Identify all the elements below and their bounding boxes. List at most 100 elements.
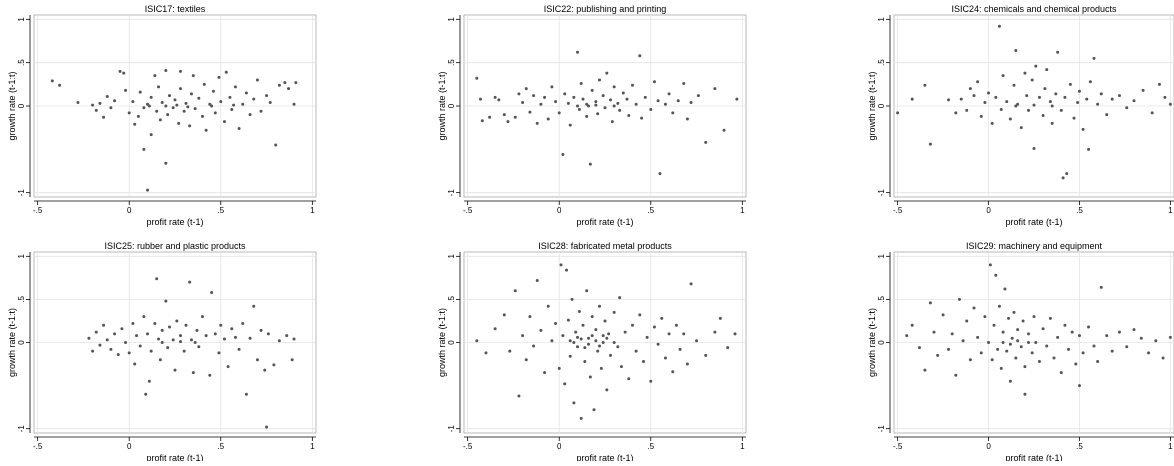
x-tick-label: -.5 xyxy=(463,206,473,215)
data-point xyxy=(1085,97,1089,101)
data-point xyxy=(1030,78,1034,82)
data-point xyxy=(1154,339,1158,343)
data-point xyxy=(153,322,157,326)
data-point xyxy=(638,313,642,317)
data-point xyxy=(539,102,543,106)
y-axis-label: growth rate (t-1:t) xyxy=(867,71,877,140)
data-point xyxy=(146,188,150,192)
x-tick-label: -.5 xyxy=(893,206,903,215)
panel-6: -.5 0 .5 1 -1 0 .5 1 ISIC29: machinery and equip… xyxy=(867,241,1174,463)
data-point xyxy=(671,111,675,115)
data-point xyxy=(149,95,153,99)
data-point xyxy=(565,268,569,272)
data-point xyxy=(1014,104,1018,108)
data-point xyxy=(173,368,177,372)
data-point xyxy=(928,142,932,146)
data-point xyxy=(202,82,206,86)
panel-3: -.5 0 .5 1 -1 0 .5 1 ISIC24: chemicals and chemi… xyxy=(867,4,1174,227)
data-point xyxy=(581,97,585,101)
data-point xyxy=(222,120,226,124)
data-point xyxy=(546,117,550,121)
data-point xyxy=(502,313,506,317)
data-point xyxy=(160,101,164,105)
data-point xyxy=(237,127,241,131)
data-point xyxy=(987,91,991,95)
data-point xyxy=(1141,88,1145,92)
panel-title: ISIC17: textiles xyxy=(145,4,206,14)
data-point xyxy=(285,334,289,338)
y-tick-label: -1 xyxy=(17,189,26,197)
y-tick-label: 0 xyxy=(447,103,456,108)
data-point xyxy=(557,366,561,370)
data-point xyxy=(177,121,181,125)
data-point xyxy=(222,337,226,341)
data-point xyxy=(634,349,638,353)
data-point xyxy=(905,334,909,338)
y-tick-label: .5 xyxy=(877,296,886,303)
data-point xyxy=(524,87,528,91)
data-point xyxy=(1070,330,1074,334)
data-point xyxy=(76,101,80,105)
data-point xyxy=(266,332,270,336)
data-point xyxy=(640,116,644,120)
data-point xyxy=(191,371,195,375)
data-point xyxy=(987,341,991,344)
data-point xyxy=(1027,332,1031,336)
data-point xyxy=(1150,111,1154,115)
data-point xyxy=(947,98,951,102)
data-point xyxy=(704,353,708,357)
data-point xyxy=(113,332,117,336)
data-point xyxy=(131,322,135,326)
data-point xyxy=(109,106,113,110)
data-point xyxy=(488,115,492,119)
data-point xyxy=(1001,330,1005,334)
data-point xyxy=(601,334,605,338)
y-tick-label: 0 xyxy=(447,340,456,345)
data-point xyxy=(1021,319,1025,323)
data-point xyxy=(213,332,217,336)
data-point xyxy=(608,353,612,357)
x-tick-label: 1 xyxy=(740,442,745,451)
data-point xyxy=(217,351,221,355)
data-point xyxy=(988,263,992,267)
x-tick-label: 1 xyxy=(310,206,315,215)
data-point xyxy=(994,95,998,99)
y-tick-label: .5 xyxy=(447,59,456,66)
data-point xyxy=(718,316,722,320)
data-point xyxy=(652,325,656,329)
data-point xyxy=(532,94,536,98)
data-point xyxy=(142,106,146,110)
data-point xyxy=(550,339,554,343)
data-point xyxy=(219,323,223,327)
data-point xyxy=(133,362,137,366)
data-point xyxy=(550,85,554,89)
data-point xyxy=(968,358,972,362)
data-point xyxy=(557,111,561,115)
data-point xyxy=(1096,359,1100,363)
x-tick-label: 0 xyxy=(986,442,991,451)
data-point xyxy=(105,94,109,98)
data-point xyxy=(166,346,170,350)
data-point xyxy=(923,368,927,372)
data-point xyxy=(735,97,739,101)
data-point xyxy=(588,375,592,379)
data-point xyxy=(667,92,671,96)
data-point xyxy=(1147,351,1151,355)
data-point xyxy=(599,366,603,370)
x-axis-label: profit rate (t-1) xyxy=(576,217,633,227)
data-point xyxy=(272,363,276,367)
data-point xyxy=(204,334,208,338)
data-point xyxy=(1081,351,1085,355)
data-point xyxy=(682,332,686,336)
data-point xyxy=(1023,392,1027,396)
data-point xyxy=(579,337,583,341)
data-point xyxy=(1054,92,1058,96)
data-point xyxy=(102,115,106,119)
data-point xyxy=(230,107,234,111)
data-point xyxy=(157,85,161,89)
data-point xyxy=(566,101,570,105)
data-point xyxy=(277,83,281,87)
data-point xyxy=(923,83,927,87)
data-point xyxy=(493,95,497,99)
